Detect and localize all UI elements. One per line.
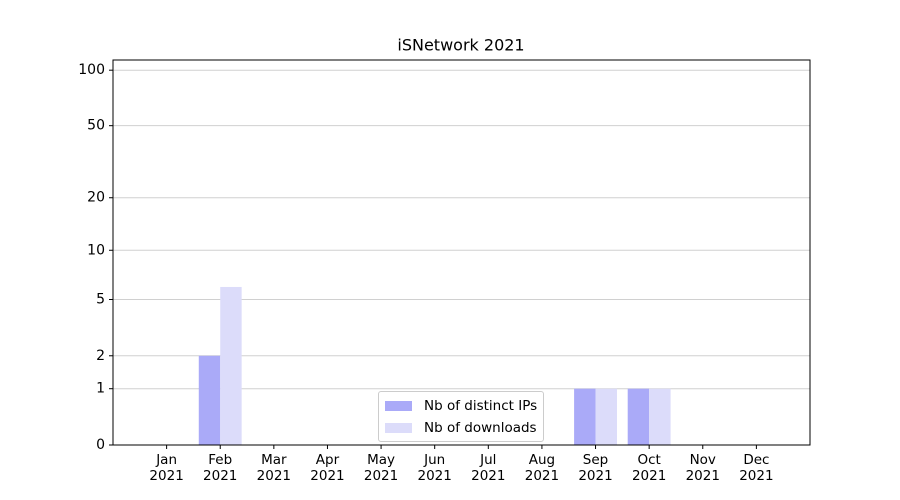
x-tick-label: Nov 2021 [685,452,720,484]
x-tick-label: Sep 2021 [578,452,613,484]
y-tick-label: 1 [96,381,105,397]
chart-title: iSNetwork 2021 [397,36,524,55]
bar [627,388,650,445]
y-tick-label: 50 [87,118,105,134]
x-tick-label: Dec 2021 [739,452,774,484]
legend-swatch [385,401,412,411]
bar [574,388,596,445]
y-tick-label: 0 [96,437,105,453]
x-tick-label: Jan 2021 [149,452,184,484]
x-tick-label: Aug 2021 [524,452,560,484]
plot-frame [112,59,811,446]
y-tick-label: 5 [96,291,105,307]
x-tick-label: May 2021 [363,452,399,484]
legend-label: Nb of downloads [424,420,537,436]
bar [649,388,671,445]
y-tick-label: 20 [87,190,105,206]
x-tick-label: Jul 2021 [471,452,506,484]
y-tick-label: 10 [87,242,105,258]
bar [198,355,221,445]
legend-entry: Nb of distinct IPs [385,395,537,417]
x-tick-label: Mar 2021 [256,452,292,484]
x-tick-label: Apr 2021 [310,452,345,484]
legend: Nb of distinct IPs Nb of downloads [378,391,545,442]
x-tick-label: Jun 2021 [417,452,452,484]
legend-entry: Nb of downloads [385,417,537,439]
x-tick-label: Feb 2021 [203,452,238,484]
bar [595,388,617,445]
x-tick-label: Oct 2021 [631,452,667,484]
y-tick-label: 2 [96,348,105,364]
legend-swatch [385,423,412,433]
y-tick-label: 100 [78,62,105,78]
bar [220,286,242,445]
legend-label: Nb of distinct IPs [424,398,538,414]
